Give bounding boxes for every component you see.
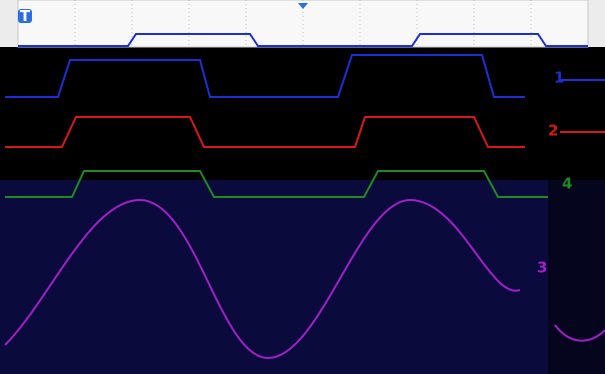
scope-screen: T 1 2 4 3	[0, 0, 605, 374]
label-column	[548, 180, 605, 374]
channel-1-trace	[5, 55, 525, 97]
channel-label: 3	[537, 259, 547, 277]
channel-2-trace	[5, 117, 525, 147]
channel-label: 4	[562, 175, 572, 193]
channel-label: 2	[548, 122, 558, 140]
trigger-label: T	[20, 7, 31, 25]
channel-label: 1	[554, 69, 564, 87]
page: T 1 2 4 3 (() => { const data = JSON.par…	[0, 0, 605, 374]
display-region	[0, 180, 548, 374]
